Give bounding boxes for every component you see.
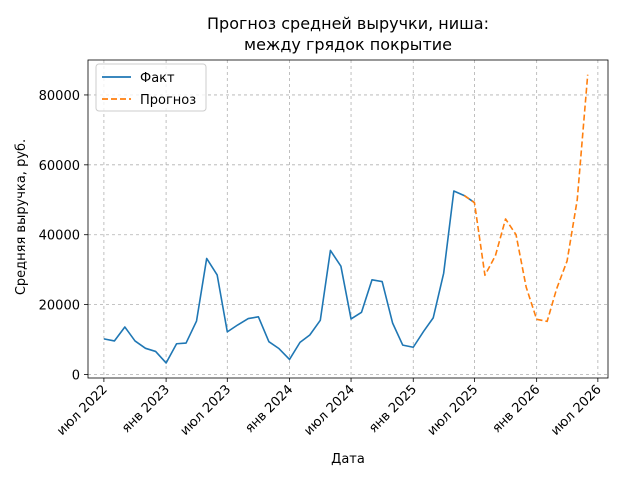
x-tick-label: июл 2024 (301, 382, 358, 439)
y-tick-label: 20000 (39, 299, 80, 314)
x-axis-ticks: июл 2022 янв 2023 июл 2023 янв 2024 июл 2024… (54, 378, 605, 439)
x-tick-label: июл 2025 (425, 382, 482, 439)
y-axis-label: Средняя выручка, руб. (14, 139, 29, 295)
x-tick-label: янв 2025 (366, 382, 420, 436)
chart-title-line-1: Прогноз средней выручки, ниша: (207, 14, 489, 33)
x-tick-label: янв 2024 (242, 382, 296, 436)
plot-frame (87, 59, 609, 379)
series-line-forecast (463, 74, 589, 323)
y-axis-ticks: 0 20000 40000 60000 80000 (39, 89, 88, 384)
series-line-fact (103, 190, 475, 364)
y-tick-label: 0 (72, 369, 80, 384)
chart-title-line-2: между грядок покрытие (244, 35, 452, 54)
legend-label-fact: Факт (140, 71, 175, 86)
legend-label-forecast: Прогноз (140, 93, 196, 108)
x-tick-label: июл 2023 (178, 382, 235, 439)
x-axis-label: Дата (331, 452, 365, 467)
y-tick-label: 80000 (39, 89, 80, 104)
x-tick-label: июл 2026 (548, 382, 605, 439)
x-tick-label: янв 2023 (119, 382, 173, 436)
series-layer (103, 74, 589, 364)
y-tick-label: 60000 (39, 159, 80, 174)
x-tick-label: янв 2026 (490, 382, 544, 436)
legend: Факт Прогноз (95, 63, 207, 112)
x-tick-label: июл 2022 (54, 382, 111, 439)
y-tick-label: 40000 (39, 229, 80, 244)
